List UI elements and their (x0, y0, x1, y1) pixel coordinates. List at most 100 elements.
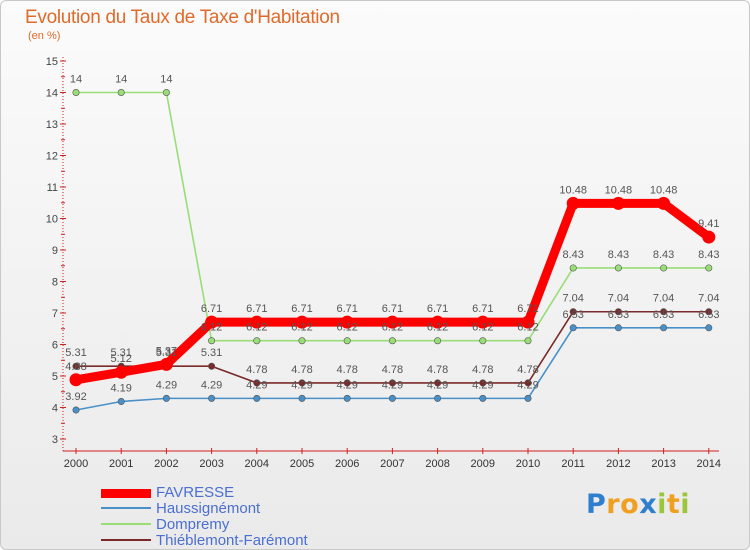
logo-letter: P (586, 489, 607, 520)
data-point-dompremy (208, 337, 216, 345)
data-point-thieblemont-faremont (298, 379, 306, 387)
data-point-favresse (250, 315, 264, 329)
data-label-thieblemont-faremont: 7.04 (653, 293, 674, 305)
data-label-dompremy: 6.12 (382, 322, 403, 334)
data-label-thieblemont-faremont: 4.78 (472, 364, 493, 376)
data-label-thieblemont-faremont: 5.31 (110, 347, 131, 359)
data-label-haussignemont: 3.92 (65, 391, 86, 403)
data-label-dompremy: 8.43 (698, 249, 719, 261)
data-point-dompremy (253, 337, 261, 345)
data-point-favresse (566, 196, 580, 210)
data-point-haussignemont (614, 324, 622, 332)
data-label-haussignemont: 6.53 (698, 309, 719, 321)
data-point-favresse (159, 357, 173, 371)
y-tick-label: 14 (46, 88, 58, 100)
data-point-dompremy (72, 89, 80, 97)
data-label-dompremy: 8.43 (653, 249, 674, 261)
data-point-dompremy (434, 337, 442, 345)
data-point-thieblemont-faremont (660, 308, 668, 316)
data-point-haussignemont (162, 394, 170, 402)
data-point-haussignemont (479, 394, 487, 402)
x-tick-label: 2012 (606, 458, 630, 470)
data-point-thieblemont-faremont (479, 379, 487, 387)
data-label-favresse: 6.71 (517, 303, 538, 315)
y-tick-label: 9 (52, 245, 58, 257)
x-tick-label: 2005 (290, 458, 314, 470)
data-point-dompremy (569, 264, 577, 272)
y-tick-label: 6 (52, 340, 58, 352)
data-label-dompremy: 8.43 (608, 249, 629, 261)
x-tick-label: 2001 (109, 458, 133, 470)
y-tick-label: 3 (52, 434, 58, 446)
data-label-favresse: 6.71 (472, 303, 493, 315)
data-label-thieblemont-faremont: 7.04 (698, 293, 719, 305)
data-label-haussignemont: 4.29 (427, 379, 448, 391)
data-point-favresse (431, 315, 445, 329)
data-point-haussignemont (253, 394, 261, 402)
data-point-thieblemont-faremont (434, 379, 442, 387)
data-label-favresse: 10.48 (605, 184, 633, 196)
data-point-haussignemont (705, 324, 713, 332)
proxiti-logo: Proxiti (586, 489, 690, 520)
x-tick-label: 2002 (154, 458, 178, 470)
data-point-thieblemont-faremont (614, 308, 622, 316)
data-point-favresse (476, 315, 490, 329)
data-label-dompremy: 14 (70, 74, 82, 86)
data-label-favresse: 5.12 (110, 353, 131, 365)
data-point-thieblemont-faremont (343, 379, 351, 387)
data-point-thieblemont-faremont (253, 379, 261, 387)
data-label-thieblemont-faremont: 5.31 (201, 347, 222, 359)
data-label-haussignemont: 4.29 (472, 379, 493, 391)
data-point-dompremy (117, 89, 125, 97)
data-point-thieblemont-faremont (569, 308, 577, 316)
data-label-haussignemont: 4.29 (382, 379, 403, 391)
data-point-haussignemont (343, 394, 351, 402)
y-tick-label: 10 (46, 214, 58, 226)
data-label-favresse: 9.41 (698, 218, 719, 230)
data-label-dompremy: 6.12 (246, 322, 267, 334)
data-label-thieblemont-faremont: 4.78 (291, 364, 312, 376)
data-point-dompremy (524, 337, 532, 345)
data-label-dompremy: 14 (115, 74, 127, 86)
x-tick-label: 2007 (380, 458, 404, 470)
data-point-favresse (69, 373, 83, 387)
data-label-favresse: 4.88 (65, 361, 86, 373)
data-point-thieblemont-faremont (388, 379, 396, 387)
y-tick-label: 13 (46, 119, 58, 131)
data-label-haussignemont: 4.29 (291, 379, 312, 391)
y-tick-label: 15 (46, 56, 58, 68)
data-point-haussignemont (524, 394, 532, 402)
data-point-dompremy (162, 89, 170, 97)
legend-swatch-favresse (101, 489, 151, 498)
data-label-haussignemont: 6.53 (562, 309, 583, 321)
data-label-dompremy: 6.12 (336, 322, 357, 334)
data-label-favresse: 10.48 (559, 184, 587, 196)
data-label-thieblemont-faremont: 4.78 (336, 364, 357, 376)
data-label-haussignemont: 6.53 (608, 309, 629, 321)
legend-label-favresse: FAVRESSE (156, 484, 235, 501)
data-point-dompremy (388, 337, 396, 345)
data-point-favresse (385, 315, 399, 329)
data-point-favresse (295, 315, 309, 329)
legend-swatch-thieblemont-faremont (101, 539, 151, 541)
data-point-dompremy (479, 337, 487, 345)
data-point-thieblemont-faremont (208, 362, 216, 370)
data-label-thieblemont-faremont: 4.78 (517, 364, 538, 376)
x-tick-label: 2014 (697, 458, 721, 470)
data-label-dompremy: 6.12 (472, 322, 493, 334)
x-tick-label: 2004 (245, 458, 269, 470)
data-point-haussignemont (434, 394, 442, 402)
legend-label-dompremy: Dompremy (156, 516, 230, 533)
x-tick-label: 2013 (651, 458, 675, 470)
data-point-dompremy (660, 264, 668, 272)
data-label-haussignemont: 4.29 (336, 379, 357, 391)
data-point-favresse (521, 315, 535, 329)
y-tick-label: 5 (52, 371, 58, 383)
data-label-favresse: 10.48 (650, 184, 678, 196)
data-label-haussignemont: 4.29 (201, 379, 222, 391)
x-tick-label: 2008 (425, 458, 449, 470)
data-point-thieblemont-faremont (705, 308, 713, 316)
data-point-haussignemont (298, 394, 306, 402)
